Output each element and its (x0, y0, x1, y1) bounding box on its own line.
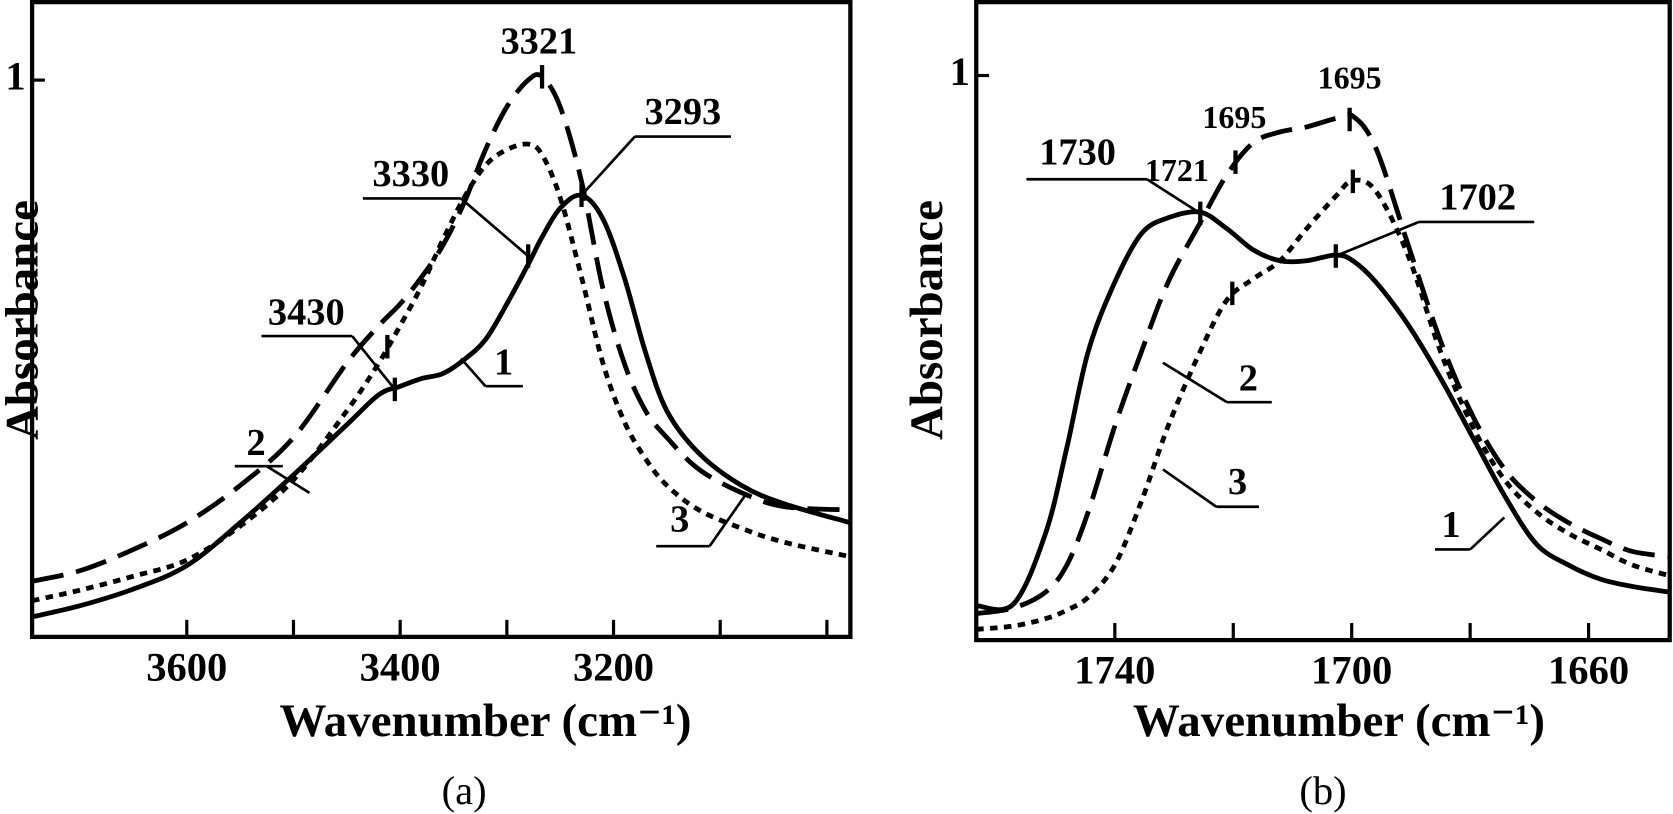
peak-annotation: 1730 (1039, 132, 1116, 174)
leader-line (580, 135, 636, 197)
y-axis-label: Absorbance (901, 200, 953, 440)
x-tick-label: 1700 (1311, 648, 1392, 693)
series-line (31, 72, 851, 584)
y-tick-label: 1 (5, 53, 25, 98)
series-line (975, 111, 1671, 616)
x-tick-label: 1660 (1548, 648, 1629, 693)
series-line (31, 192, 852, 620)
x-tick-label: 1740 (1074, 648, 1155, 693)
series-label: 1 (1441, 504, 1460, 546)
peak-annotation: 1695 (1202, 99, 1266, 135)
peak-annotation: 3330 (372, 153, 449, 195)
plot-frame (29, 0, 853, 640)
y-tick-label: 1 (950, 49, 970, 94)
y-axis-label: Absorbance (0, 200, 49, 440)
leader-line (266, 465, 311, 495)
peak-annotation: 1695 (1318, 59, 1382, 95)
peak-annotation: 1721 (1145, 152, 1209, 188)
leader-line (459, 357, 487, 388)
x-tick-label: 3200 (573, 644, 654, 689)
leader-line (708, 492, 748, 547)
leader-line (1335, 220, 1420, 258)
x-axis-label: Wavenumber (cm⁻¹) (279, 695, 691, 747)
leader-line (1162, 468, 1218, 508)
peak-annotation: 3430 (268, 292, 345, 334)
series-line (975, 209, 1671, 613)
leader-line (1162, 361, 1228, 404)
leader-line (1146, 178, 1202, 215)
x-axis-label: Wavenumber (cm⁻¹) (1133, 695, 1545, 747)
series-line (31, 141, 851, 604)
series-label: 3 (670, 499, 689, 541)
peak-annotation: 3293 (644, 91, 721, 133)
x-tick-label: 3400 (360, 644, 441, 689)
panel-label: (a) (442, 768, 487, 813)
leader-line (351, 335, 396, 391)
leader-line (460, 197, 530, 258)
peak-annotation: 3321 (500, 21, 577, 63)
series-line (976, 177, 1671, 632)
panel-label: (b) (1299, 768, 1346, 813)
peak-annotation: 1702 (1439, 176, 1516, 218)
series-label: 2 (1239, 358, 1258, 400)
x-tick-label: 3600 (146, 644, 227, 689)
series-label: 2 (247, 422, 266, 464)
series-label: 1 (494, 342, 513, 384)
leader-line (1469, 516, 1506, 551)
plot-frame (974, 0, 1672, 643)
series-label: 3 (1228, 461, 1247, 503)
